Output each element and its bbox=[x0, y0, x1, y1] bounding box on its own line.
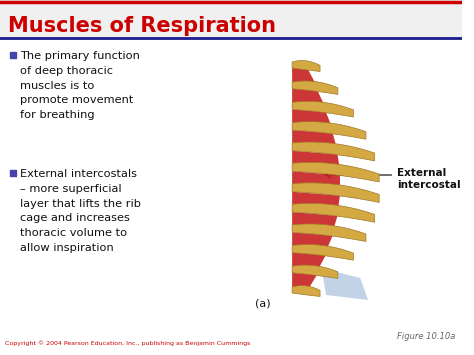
Polygon shape bbox=[292, 142, 374, 161]
Polygon shape bbox=[292, 101, 354, 117]
Text: The primary function
of deep thoracic
muscles is to
promote movement
for breathi: The primary function of deep thoracic mu… bbox=[20, 51, 140, 120]
Polygon shape bbox=[321, 268, 368, 300]
Text: Muscles of Respiration: Muscles of Respiration bbox=[8, 16, 276, 36]
Bar bbox=[10, 170, 16, 176]
Polygon shape bbox=[292, 265, 338, 278]
Bar bbox=[0, 0, 462, 38]
Polygon shape bbox=[292, 245, 354, 260]
Polygon shape bbox=[292, 130, 337, 151]
Polygon shape bbox=[292, 273, 317, 290]
Polygon shape bbox=[292, 163, 379, 182]
Polygon shape bbox=[292, 183, 379, 202]
Polygon shape bbox=[292, 253, 326, 271]
Polygon shape bbox=[292, 81, 338, 94]
Text: Figure 10.10a: Figure 10.10a bbox=[397, 332, 456, 341]
Polygon shape bbox=[292, 61, 320, 71]
Bar bbox=[10, 52, 16, 58]
Polygon shape bbox=[292, 151, 340, 171]
Polygon shape bbox=[292, 192, 340, 212]
Polygon shape bbox=[292, 212, 337, 232]
Polygon shape bbox=[292, 171, 340, 192]
Text: (a): (a) bbox=[255, 298, 271, 308]
Polygon shape bbox=[292, 68, 317, 87]
Text: Copyright © 2004 Pearson Education, Inc., publishing as Benjamin Cummings: Copyright © 2004 Pearson Education, Inc.… bbox=[5, 340, 250, 346]
Polygon shape bbox=[292, 286, 320, 296]
Polygon shape bbox=[292, 203, 374, 222]
Polygon shape bbox=[292, 122, 366, 139]
Polygon shape bbox=[292, 109, 333, 130]
Polygon shape bbox=[292, 233, 333, 251]
Polygon shape bbox=[292, 89, 326, 108]
Text: External
intercostal: External intercostal bbox=[397, 168, 461, 190]
Polygon shape bbox=[292, 224, 366, 241]
Text: External intercostals
– more superficial
layer that lifts the rib
cage and incre: External intercostals – more superficial… bbox=[20, 169, 141, 253]
